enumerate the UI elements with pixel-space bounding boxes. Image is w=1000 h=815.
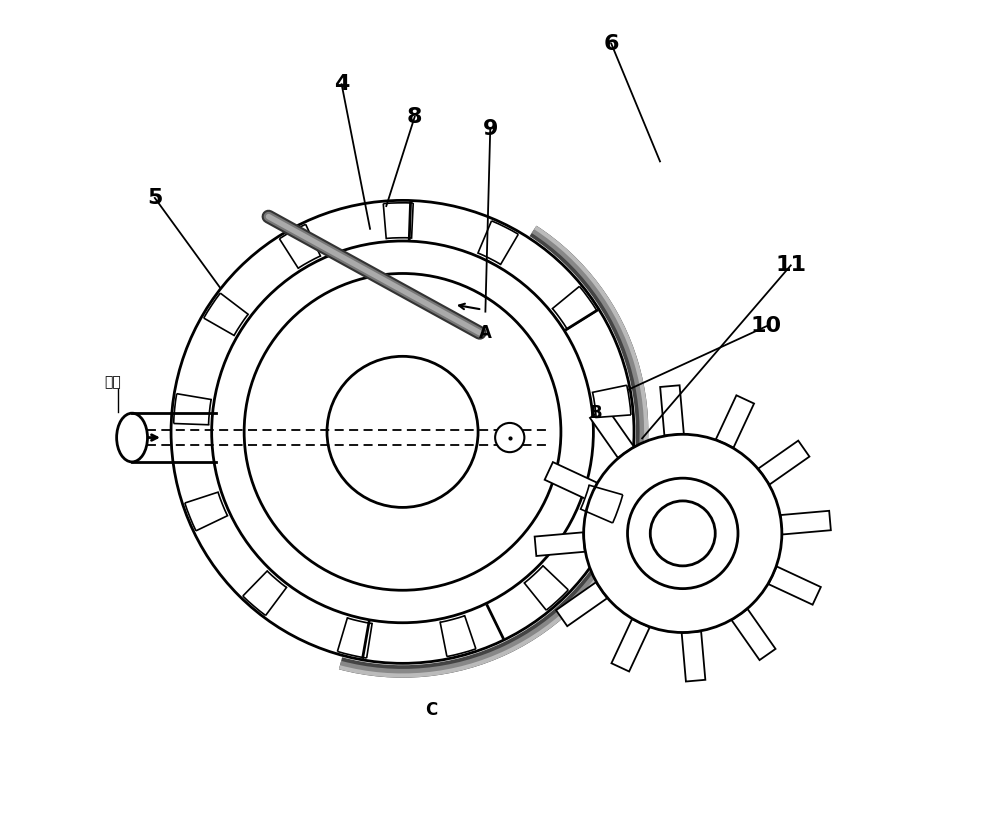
Polygon shape (732, 609, 776, 660)
Wedge shape (580, 485, 623, 523)
Polygon shape (768, 566, 821, 605)
Text: 11: 11 (775, 255, 806, 275)
Wedge shape (174, 394, 212, 425)
Wedge shape (279, 224, 321, 269)
Ellipse shape (117, 413, 147, 462)
Text: B: B (590, 404, 602, 422)
Wedge shape (383, 203, 413, 240)
Polygon shape (545, 462, 597, 500)
Text: 负压: 负压 (104, 375, 121, 389)
Text: 5: 5 (147, 188, 162, 208)
Wedge shape (524, 566, 568, 610)
Polygon shape (781, 511, 831, 535)
Wedge shape (440, 615, 476, 657)
Wedge shape (337, 617, 372, 658)
Text: 8: 8 (407, 107, 422, 126)
Polygon shape (535, 532, 585, 556)
Wedge shape (204, 293, 249, 336)
Wedge shape (592, 385, 631, 417)
Polygon shape (611, 619, 650, 672)
Polygon shape (758, 441, 809, 485)
Circle shape (495, 423, 524, 452)
Wedge shape (363, 606, 503, 661)
Polygon shape (590, 407, 634, 458)
Wedge shape (409, 203, 597, 329)
Circle shape (244, 274, 561, 590)
Circle shape (650, 501, 715, 566)
Text: 6: 6 (604, 33, 619, 54)
Wedge shape (552, 286, 597, 329)
Text: 4: 4 (334, 74, 349, 95)
Text: C: C (425, 701, 437, 719)
Polygon shape (556, 582, 607, 626)
Circle shape (584, 434, 782, 632)
Text: A: A (479, 324, 492, 341)
Polygon shape (660, 385, 684, 435)
Wedge shape (478, 221, 518, 265)
Polygon shape (716, 395, 754, 447)
Circle shape (327, 356, 478, 508)
Text: 9: 9 (483, 119, 498, 139)
Circle shape (171, 200, 634, 663)
Wedge shape (243, 570, 287, 615)
Circle shape (628, 478, 738, 588)
Wedge shape (185, 492, 228, 531)
Text: 10: 10 (751, 316, 782, 337)
Polygon shape (682, 632, 705, 681)
